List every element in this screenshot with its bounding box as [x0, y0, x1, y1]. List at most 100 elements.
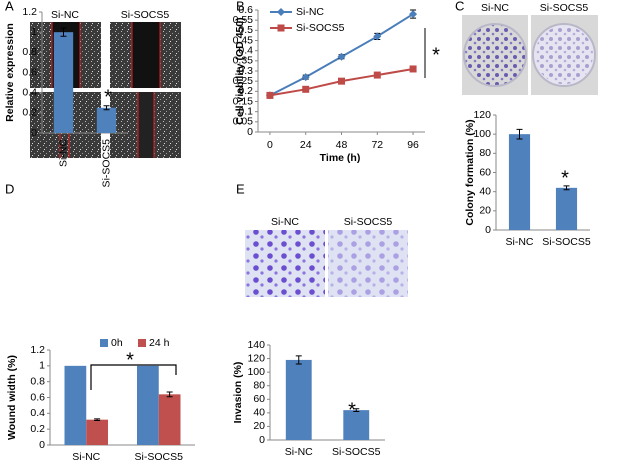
x-tick-label: 96 — [407, 139, 419, 151]
bar — [343, 410, 370, 440]
y-tick-label: 0.6 — [22, 66, 37, 78]
y-tick-label: 0.4 — [30, 407, 45, 419]
x-tick-label: Si-SOCS5 — [135, 451, 184, 463]
y-tick-label: 40 — [253, 407, 265, 419]
y-tick-label: 0 — [31, 127, 37, 139]
error-bar — [563, 185, 570, 191]
y-tick-label: 0.4 — [238, 44, 253, 56]
y-tick-label: 0.6 — [238, 4, 253, 16]
error-bar — [94, 418, 101, 421]
image-cells — [328, 230, 408, 297]
x-tick-label: Si-SOCS5 — [542, 236, 591, 248]
y-tick-label: 100 — [473, 128, 491, 140]
bar — [285, 359, 312, 440]
scratch — [132, 22, 160, 88]
y-tick-label: 60 — [253, 393, 265, 405]
legend-swatch — [100, 339, 108, 347]
bar — [86, 419, 108, 445]
image-label: Si-NC — [51, 9, 79, 21]
scratch — [138, 92, 154, 158]
y-tick-label: 0 — [247, 126, 253, 138]
marker — [266, 91, 274, 99]
y-tick-label: 120 — [473, 109, 491, 121]
y-tick-label: 0.35 — [233, 55, 254, 67]
y-tick-label: 0.25 — [233, 75, 254, 87]
y-tick-label: 0.6 — [30, 391, 45, 403]
annotation: * — [561, 167, 569, 189]
y-tick-label: 0.45 — [233, 34, 254, 46]
x-axis-label: Time (h) — [320, 152, 361, 164]
y-tick-label: 100 — [247, 366, 265, 378]
y-tick-label: 0.55 — [233, 14, 254, 26]
y-tick-label: 40 — [479, 185, 491, 197]
marker — [337, 52, 346, 61]
y-tick-label: 0.2 — [30, 423, 45, 435]
x-tick-label: Si-NC — [72, 451, 100, 463]
marker — [373, 71, 381, 79]
y-axis-label: Cell viability (OD 450) — [234, 17, 246, 124]
y-tick-label: 0.2 — [22, 107, 37, 119]
panel-label: A — [5, 0, 14, 13]
legend-label: 0h — [111, 337, 123, 349]
error-bar — [166, 391, 173, 398]
y-tick-label: 120 — [247, 352, 265, 364]
image-label: Si-SOCS5 — [540, 2, 589, 14]
y-tick-label: 0.8 — [22, 46, 37, 58]
marker — [409, 10, 418, 19]
bar — [158, 394, 181, 445]
y-tick-label: 1 — [31, 26, 37, 38]
x-tick-label: Si-SOCS5 — [100, 139, 112, 188]
legend-label: 24 h — [149, 337, 170, 349]
y-tick-label: 80 — [253, 379, 265, 391]
x-tick-label: 48 — [336, 139, 348, 151]
y-tick-label: 0.4 — [22, 86, 37, 98]
bar — [508, 134, 531, 230]
image-label: Si-SOCS5 — [121, 9, 170, 21]
y-tick-label: 20 — [479, 205, 491, 217]
marker — [409, 65, 417, 73]
marker — [373, 32, 382, 41]
x-tick-label: Si-SOCS5 — [332, 446, 381, 458]
image-label: Si-SOCS5 — [344, 216, 393, 228]
x-tick-label: Si-NC — [57, 139, 69, 167]
y-axis-label: Wound width (%) — [6, 355, 18, 440]
x-tick-label: 72 — [371, 139, 383, 151]
marker — [301, 73, 310, 82]
image-label: Si-NC — [271, 216, 299, 228]
y-tick-label: 0.8 — [30, 375, 45, 387]
annotation: * — [126, 349, 134, 371]
y-tick-label: 0.5 — [238, 24, 253, 36]
bar — [53, 32, 74, 133]
panel-label: B — [236, 0, 245, 13]
legend-label: Si-NC — [296, 6, 324, 18]
annotation: * — [104, 86, 112, 108]
y-tick-label: 0.2 — [238, 85, 253, 97]
error-bar — [295, 355, 302, 365]
y-tick-label: 80 — [479, 147, 491, 159]
panel-label: C — [455, 0, 464, 13]
x-tick-label: 24 — [300, 139, 312, 151]
dish — [463, 23, 527, 87]
bar — [96, 107, 117, 133]
panel-label: E — [236, 181, 245, 196]
legend-marker — [277, 8, 285, 16]
y-tick-label: 1 — [39, 360, 45, 372]
error-bar — [516, 128, 523, 140]
image-label: Si-NC — [481, 2, 509, 14]
y-tick-label: 1.2 — [22, 6, 37, 18]
dish-colonies — [535, 26, 593, 84]
y-axis-label: Colony formation (%) — [464, 119, 476, 225]
bracket — [90, 364, 177, 390]
error-bar — [60, 27, 67, 37]
y-axis-label: Invasion (%) — [232, 362, 244, 424]
y-tick-label: 0 — [259, 434, 265, 446]
y-tick-label: 0.15 — [233, 95, 254, 107]
error-bar — [353, 408, 360, 412]
y-tick-label: 0.1 — [238, 105, 253, 117]
marker — [338, 77, 345, 85]
legend-label: Si-SOCS5 — [296, 22, 345, 34]
y-tick-label: 0.3 — [238, 65, 253, 77]
y-tick-label: 20 — [253, 420, 265, 432]
y-axis-label: Relative expression — [4, 23, 16, 122]
